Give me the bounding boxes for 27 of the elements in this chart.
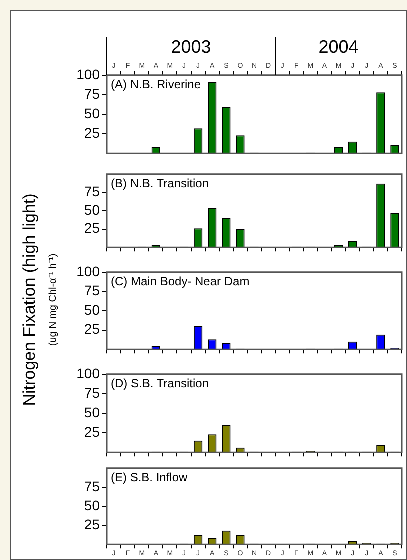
y-tick-label: 75 [84, 384, 100, 401]
y-axis-title: (ug N mg Chl-α⁻¹ h⁻¹) [47, 254, 59, 346]
y-tick-label: 75 [84, 282, 100, 299]
y-tick-label: 50 [84, 105, 100, 122]
y-tick-label: 100 [76, 66, 100, 82]
y-tick-label: 25 [84, 124, 100, 141]
text: 2004 [318, 36, 359, 57]
chart-title: (A) N.B. Riverine [111, 78, 202, 92]
y-tick-label: 100 [76, 365, 100, 382]
y-tick-label: 50 [84, 202, 100, 218]
y-tick-label: 50 [84, 302, 100, 318]
chart-title: (B) N.B. Transition [111, 176, 210, 191]
text: 2003 [171, 36, 212, 57]
chart-title: (D) S.B. Transition [111, 376, 210, 391]
chart-title: (E) S.B. Inflow [111, 470, 188, 485]
y-tick-label: 50 [84, 497, 100, 514]
y-tick-label: 25 [84, 321, 100, 338]
y-tick-label: 75 [84, 86, 100, 102]
y-tick-label: 25 [84, 516, 100, 532]
y-tick-label: 50 [84, 404, 100, 420]
chart-title: (C) Main Body- Near Dam [111, 274, 250, 289]
y-tick-label: 75 [84, 478, 100, 494]
y-tick-label: 75 [84, 184, 100, 200]
y-tick-label: 25 [84, 220, 100, 236]
y-tick-label: 25 [84, 424, 100, 440]
y-axis-title: Nitrogen Fixation (high light) [20, 194, 40, 406]
y-tick-label: 100 [76, 263, 100, 280]
